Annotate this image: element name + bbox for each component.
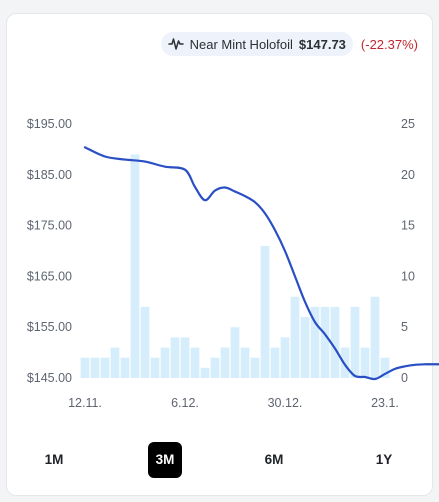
line-chart-icon (167, 38, 184, 50)
volume-bar (290, 296, 300, 378)
y-left-tick-label: $185.00 (27, 168, 72, 182)
x-tick-label: 30.12. (268, 396, 303, 410)
volume-bar (120, 357, 130, 378)
range-button-6m[interactable]: 6M (264, 452, 284, 467)
y-left-tick-label: $165.00 (27, 269, 72, 283)
price-history-card: Near Mint Holofoil $147.73 (-22.37%) (6, 13, 433, 496)
price-volume-chart: $195.00 $185.00 $175.00 $165.00 $155.00 $145.… (27, 117, 439, 410)
volume-bar (230, 327, 240, 378)
legend-current-price: $147.73 (298, 36, 346, 52)
y-left-tick-label: $155.00 (27, 320, 72, 334)
x-tick-label: 23.1. (371, 396, 399, 410)
y-left-tick-label: $145.00 (27, 371, 72, 385)
volume-bar (190, 347, 200, 378)
volume-bar (250, 357, 260, 378)
volume-bar (320, 306, 330, 378)
volume-bar (300, 317, 310, 378)
legend-item-near-mint-holofoil[interactable]: Near Mint Holofoil $147.73 (160, 32, 353, 56)
x-tick-label: 12.11. (68, 396, 102, 410)
y-right-tick-label: 15 (401, 219, 415, 233)
volume-bar (170, 337, 180, 378)
y-right-tick-label: 10 (401, 269, 415, 283)
x-tick-label: 6.12. (171, 396, 199, 410)
range-button-3m[interactable]: 3M (148, 442, 182, 478)
volume-bar (370, 296, 380, 378)
volume-bar (270, 347, 280, 378)
y-left-tick-label: $195.00 (27, 117, 72, 131)
legend-price-change: (-22.37%) (360, 36, 418, 52)
volume-bar (90, 357, 100, 378)
volume-bar (340, 347, 350, 378)
y-right-tick-label: 25 (401, 117, 415, 131)
volume-bar (130, 154, 140, 378)
range-button-1m[interactable]: 1M (44, 452, 64, 467)
volume-bar (240, 347, 250, 378)
y-right-tick-label: 5 (401, 320, 408, 334)
volume-bar (80, 357, 90, 378)
volume-bar (260, 245, 270, 378)
volume-bar (200, 367, 210, 378)
y-axis-left-price: $195.00 $185.00 $175.00 $165.00 $155.00 $145.… (27, 117, 72, 385)
x-axis-dates: 12.11. 6.12. 30.12. 23.1. (68, 396, 399, 410)
time-range-selector: 1M 3M 6M 1Y (0, 442, 439, 478)
volume-bar (160, 347, 170, 378)
volume-bar (110, 347, 120, 378)
volume-bars (80, 154, 390, 378)
chart-legend: Near Mint Holofoil $147.73 (-22.37%) (7, 32, 434, 56)
volume-bar (180, 337, 190, 378)
y-axis-right-volume: 25 20 15 10 5 0 (401, 117, 415, 385)
volume-bar (350, 306, 360, 378)
volume-bar (330, 306, 340, 378)
volume-bar (310, 306, 320, 378)
volume-bar (150, 357, 160, 378)
range-button-1y[interactable]: 1Y (375, 452, 393, 467)
volume-bar (210, 357, 220, 378)
y-left-tick-label: $175.00 (27, 219, 72, 233)
legend-series-name: Near Mint Holofoil (189, 36, 293, 52)
volume-bar (360, 347, 370, 378)
volume-bar (280, 337, 290, 378)
y-right-tick-label: 0 (401, 371, 408, 385)
price-line (83, 146, 439, 381)
volume-bar (140, 306, 150, 378)
volume-bar (100, 357, 110, 378)
volume-bar (380, 357, 390, 378)
volume-bar (220, 347, 230, 378)
y-right-tick-label: 20 (401, 168, 415, 182)
